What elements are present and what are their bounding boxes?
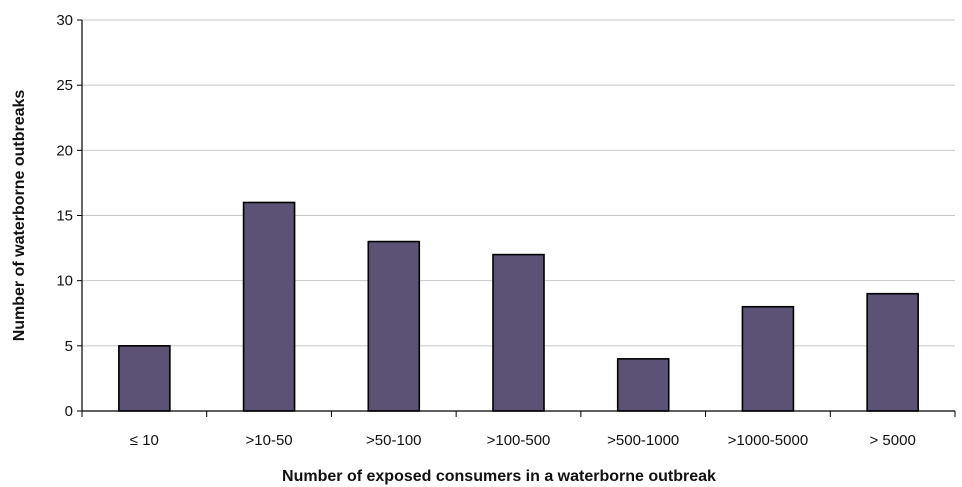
y-tick-label: 0 xyxy=(65,403,73,420)
y-tick-label: 15 xyxy=(56,208,73,225)
y-tick-labels: 0 5 10 15 20 25 30 xyxy=(56,12,82,420)
x-tick-labels: ≤ 10 >10-50 >50-100 >100-500 >500-1000 >1000-… xyxy=(81,411,956,449)
x-tick-label: ≤ 10 xyxy=(130,432,159,449)
bar xyxy=(492,253,545,412)
x-axis-title: Number of exposed consumers in a waterbo… xyxy=(282,468,716,485)
y-tick-label: 25 xyxy=(56,77,73,94)
y-tick-label: 30 xyxy=(56,12,73,29)
gridlines xyxy=(82,19,955,347)
y-tick-label: 10 xyxy=(56,273,73,290)
bar xyxy=(242,201,296,412)
x-tick-label: >100-500 xyxy=(487,432,551,449)
x-tick-label: >500-1000 xyxy=(607,432,679,449)
bar xyxy=(741,305,795,412)
bar xyxy=(616,358,670,412)
bar xyxy=(367,240,421,412)
x-tick-label: >1000-5000 xyxy=(728,432,809,449)
y-tick-label: 5 xyxy=(65,338,73,355)
bars xyxy=(118,201,919,412)
x-tick-label: >10-50 xyxy=(246,432,293,449)
y-axis-title: Number of waterborne outbreaks xyxy=(11,90,28,342)
x-tick-label: >50-100 xyxy=(366,432,421,449)
bar xyxy=(118,345,171,412)
x-tick-label: > 5000 xyxy=(869,432,915,449)
y-tick-label: 20 xyxy=(56,142,73,159)
bar xyxy=(866,292,919,412)
